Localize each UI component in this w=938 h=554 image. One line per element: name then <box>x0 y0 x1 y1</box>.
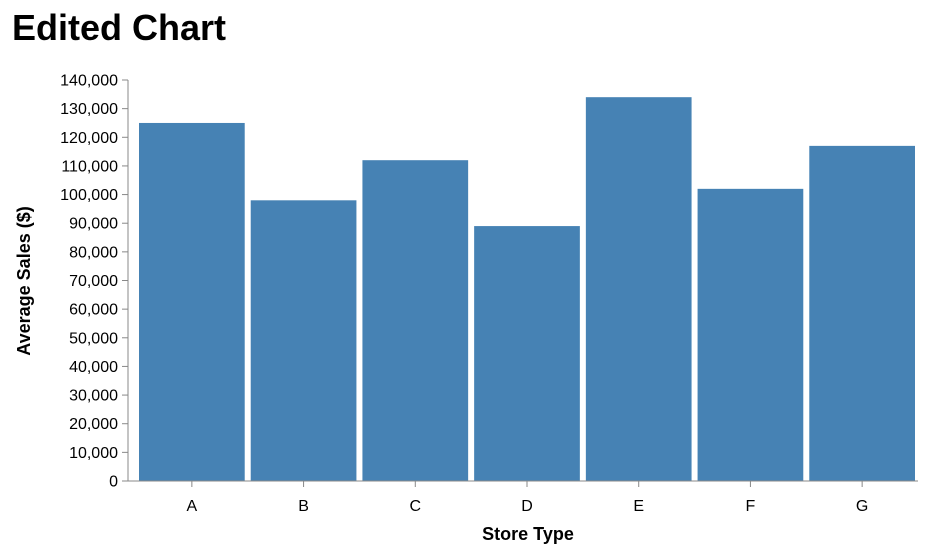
bar-g <box>809 145 915 481</box>
x-tick-label: D <box>521 498 533 515</box>
bar-f <box>697 188 804 482</box>
y-tick-label: 50,000 <box>69 330 118 347</box>
y-tick-label: 60,000 <box>69 302 118 319</box>
x-tick-label: A <box>187 498 198 515</box>
x-tick-label: G <box>856 498 868 515</box>
y-tick-label: 80,000 <box>69 244 118 261</box>
y-tick-label: 0 <box>109 474 118 491</box>
y-tick-label: 10,000 <box>69 445 118 462</box>
x-tick-label: C <box>410 498 422 515</box>
y-tick-label: 70,000 <box>69 273 118 290</box>
x-tick-label: F <box>746 498 756 515</box>
y-tick-label: 90,000 <box>69 216 118 233</box>
bar-a <box>139 122 245 481</box>
y-tick-label: 100,000 <box>60 187 118 204</box>
y-axis-title: Average Sales ($) <box>14 206 34 355</box>
y-tick-label: 20,000 <box>69 416 118 433</box>
bar-c <box>362 160 469 481</box>
bars-group <box>139 97 915 482</box>
y-axis: 0 10,000 20,000 30,000 40,000 50,000 60,000 70,… <box>60 73 129 491</box>
x-tick-label: E <box>633 498 644 515</box>
y-tick-label: 130,000 <box>60 101 118 118</box>
y-tick-label: 140,000 <box>60 73 118 90</box>
y-tick-label: 120,000 <box>60 130 118 147</box>
bar-b <box>250 200 357 482</box>
bar-d <box>474 226 580 481</box>
x-tick-label: B <box>298 498 309 515</box>
y-tick-label: 30,000 <box>69 388 118 405</box>
y-tick-label: 40,000 <box>69 359 118 376</box>
x-axis: A B C D E F G <box>122 480 918 515</box>
x-axis-title: Store Type <box>482 524 574 544</box>
bar-e <box>585 97 692 481</box>
chart-title: Edited Chart <box>12 7 227 48</box>
y-tick-label: 110,000 <box>61 158 118 175</box>
